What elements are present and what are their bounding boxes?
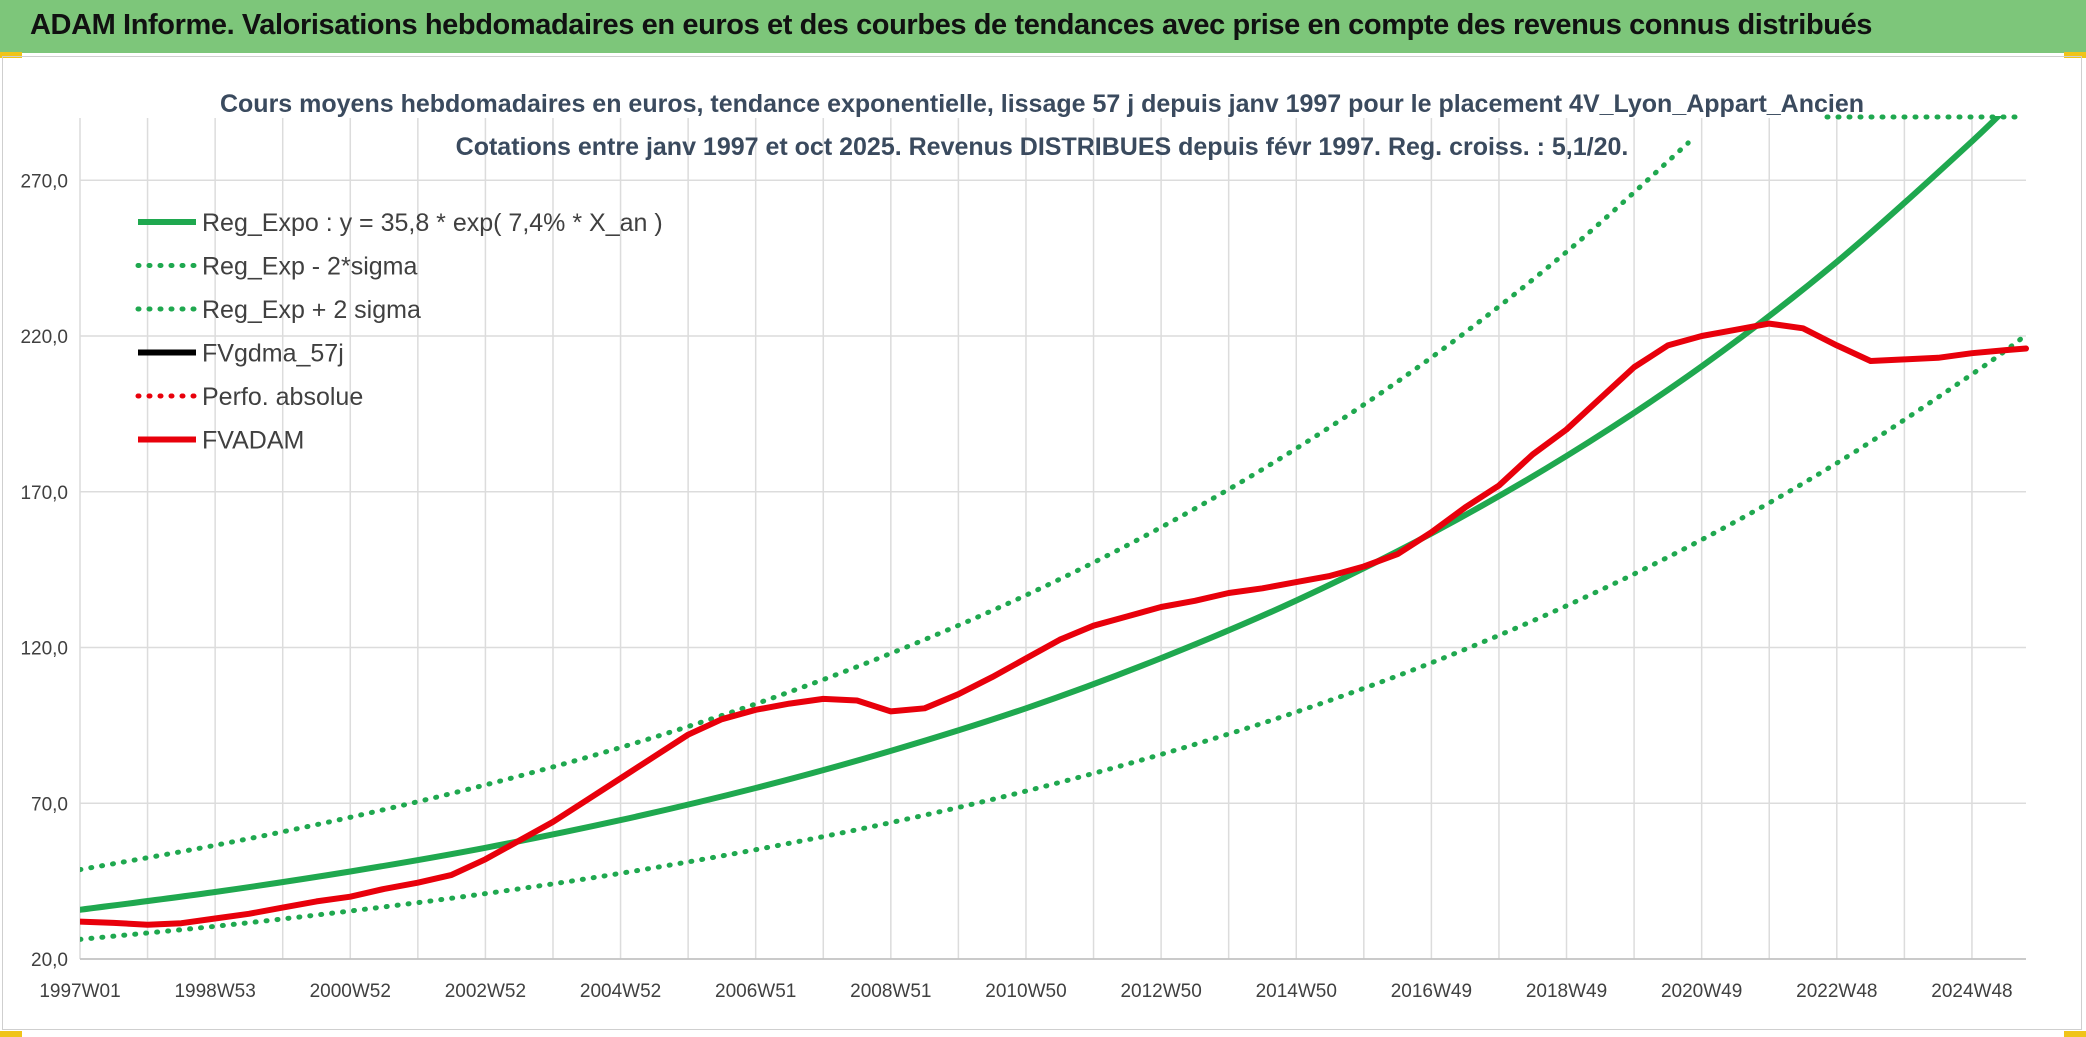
y-tick-label: 120,0 xyxy=(20,639,68,660)
corner-marker xyxy=(2064,52,2086,58)
x-tick-label: 2000W52 xyxy=(310,981,391,1002)
header-banner: ADAM Informe. Valorisations hebdomadaire… xyxy=(0,0,2086,53)
y-axis-ticks: 20,0 70,0 120,0 170,0 220,0 270,0 xyxy=(20,171,68,971)
chart-title: Cours moyens hebdomadaires en euros, ten… xyxy=(220,90,1864,118)
chart-frame xyxy=(2,56,2082,1030)
x-tick-label: 2008W51 xyxy=(850,981,931,1002)
x-tick-label: 2024W48 xyxy=(1931,981,2012,1002)
legend-label-fvgdma-57j: FVgdma_57j xyxy=(202,340,344,368)
legend-label-perfo-absolue: Perfo. absolue xyxy=(202,383,363,411)
legend-label-reg-expo-y-35-8-exp-7-4-x-an: Reg_Expo : y = 35,8 * exp( 7,4% * X_an ) xyxy=(202,209,663,237)
x-tick-label: 2006W51 xyxy=(715,981,796,1002)
series-line-reg-exp-2-sigma xyxy=(80,332,2029,942)
grid xyxy=(79,118,2026,960)
x-tick-label: 1997W01 xyxy=(39,981,120,1002)
x-tick-label: 2016W49 xyxy=(1391,981,1472,1002)
series-line-fvadam xyxy=(80,320,2029,928)
legend: Reg_Expo : y = 35,8 * exp( 7,4% * X_an )… xyxy=(135,209,663,455)
x-tick-label: 2018W49 xyxy=(1526,981,1607,1002)
x-tick-label: 2022W48 xyxy=(1796,981,1877,1002)
y-tick-label: 70,0 xyxy=(31,794,68,815)
y-tick-label: 170,0 xyxy=(20,483,68,504)
x-axis-ticks: 1997W01 1998W53 2000W52 2002W52 2004W52 2006W… xyxy=(39,981,2012,1002)
x-tick-label: 2010W50 xyxy=(985,981,1066,1002)
corner-marker xyxy=(0,1031,22,1037)
x-tick-label: 2004W52 xyxy=(580,981,661,1002)
chart-subtitle: Cotations entre janv 1997 et oct 2025. R… xyxy=(456,133,1629,161)
legend-label-reg-exp-2-sigma: Reg_Exp - 2*sigma xyxy=(202,253,417,281)
series-group xyxy=(80,116,2029,942)
y-tick-label: 270,0 xyxy=(20,171,68,192)
legend-label-fvadam: FVADAM xyxy=(202,427,304,455)
report-title: ADAM Informe. Valorisations hebdomadaire… xyxy=(30,9,1873,41)
x-tick-label: 2014W50 xyxy=(1256,981,1337,1002)
legend-label-reg-exp-2-sigma: Reg_Exp + 2 sigma xyxy=(202,296,421,324)
corner-marker xyxy=(2064,1031,2086,1037)
x-tick-label: 2012W50 xyxy=(1120,981,1201,1002)
y-tick-label: 20,0 xyxy=(31,950,68,971)
corner-marker xyxy=(0,52,22,58)
y-tick-label: 220,0 xyxy=(20,327,68,348)
x-tick-label: 1998W53 xyxy=(174,981,255,1002)
x-tick-label: 2020W49 xyxy=(1661,981,1742,1002)
x-tick-label: 2002W52 xyxy=(445,981,526,1002)
